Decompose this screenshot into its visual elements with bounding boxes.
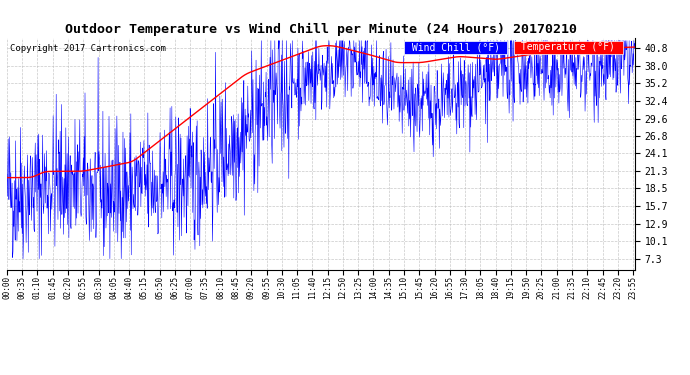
Title: Outdoor Temperature vs Wind Chill per Minute (24 Hours) 20170210: Outdoor Temperature vs Wind Chill per Mi… <box>65 23 577 36</box>
Text: Wind Chill (°F): Wind Chill (°F) <box>406 42 506 52</box>
Text: Temperature (°F): Temperature (°F) <box>515 42 621 52</box>
Text: Copyright 2017 Cartronics.com: Copyright 2017 Cartronics.com <box>10 45 166 54</box>
